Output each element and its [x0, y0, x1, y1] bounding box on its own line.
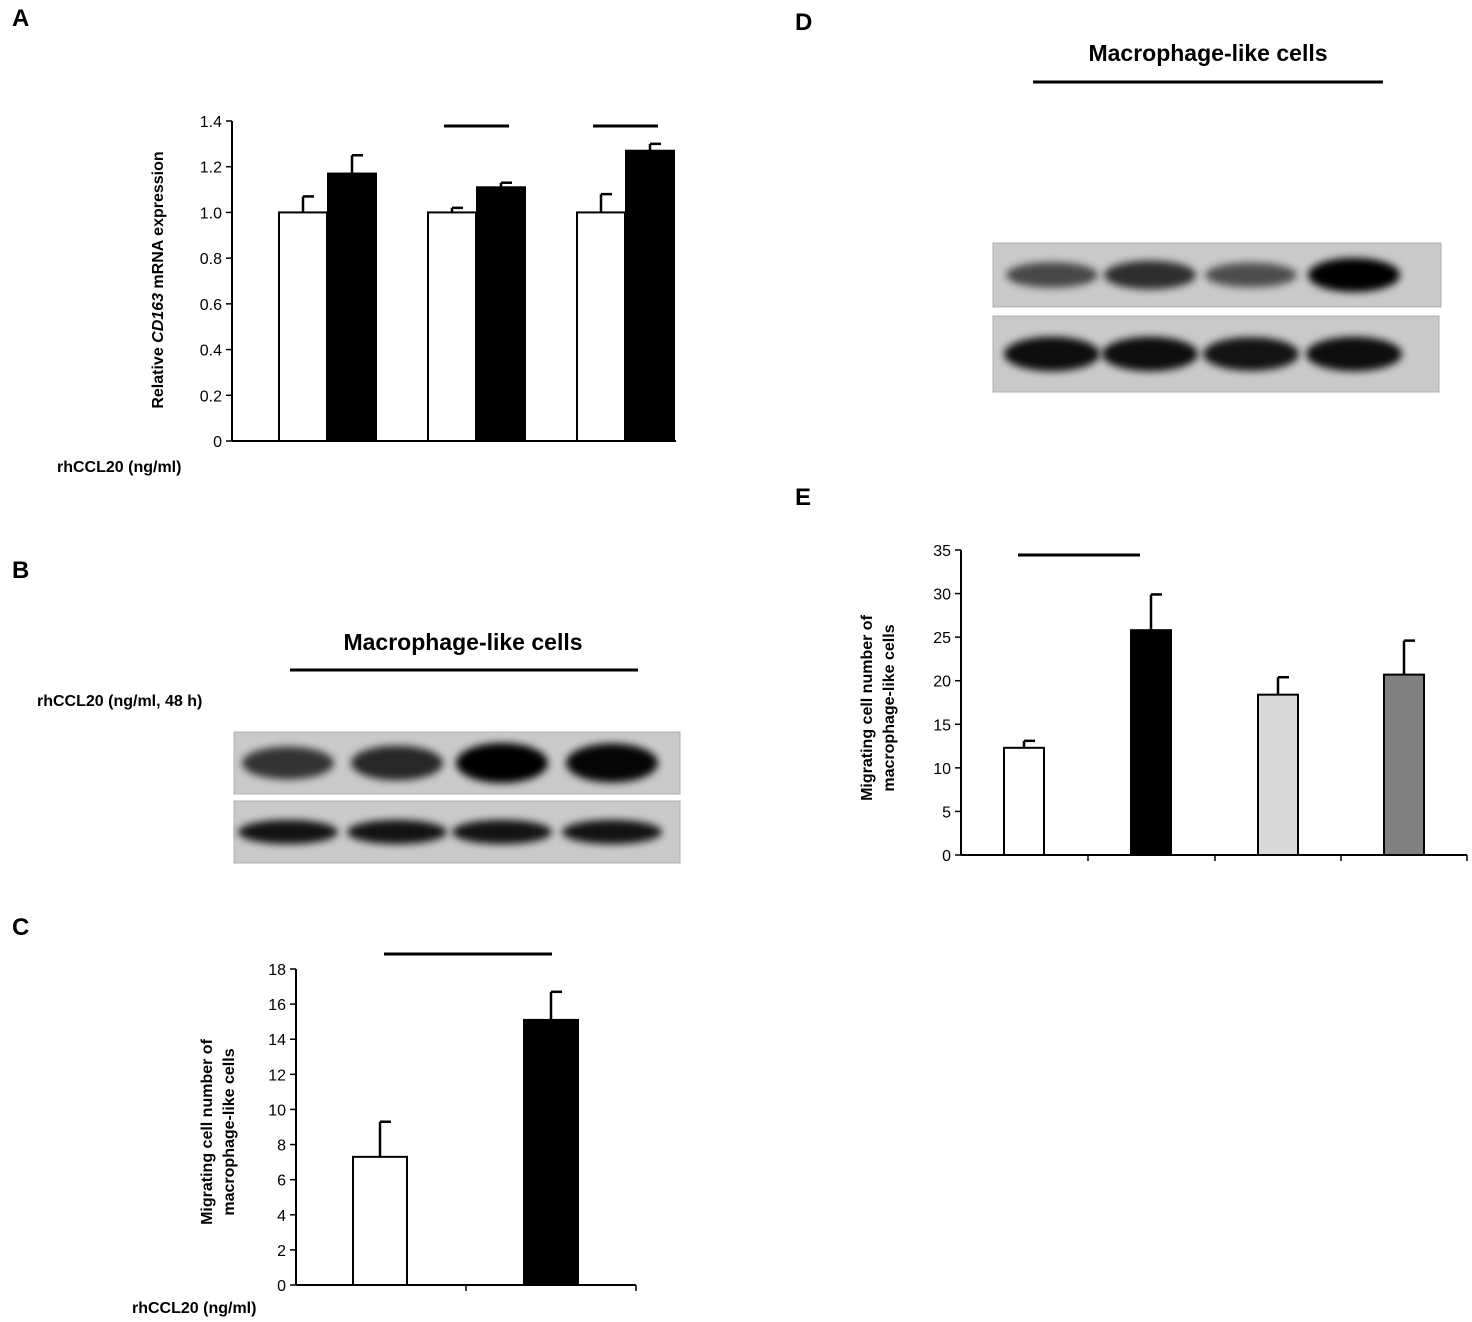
panel-b-band	[347, 819, 447, 845]
panel-a-bar	[625, 149, 675, 442]
panel-a-chart: Relative CD163 mRNA expression rhCCL20 (…	[57, 114, 676, 476]
panel-e-bar	[1257, 693, 1299, 857]
panel-d-band	[1104, 260, 1196, 290]
panel-e-ytick-label: 20	[933, 674, 951, 691]
panel-d-band	[1102, 336, 1198, 372]
panel-c-ytick-label: 6	[277, 1173, 286, 1190]
panel-e-ytick-label: 5	[942, 804, 951, 821]
panel-d-band	[1205, 262, 1297, 288]
panel-d-band	[1306, 336, 1402, 372]
panel-b-condition-label: rhCCL20 (ng/ml, 48 h)	[37, 693, 202, 710]
panel-b-label: B	[12, 557, 29, 584]
panel-c-ytick-label: 2	[277, 1243, 286, 1260]
panel-a-ytick-label: 1.4	[200, 114, 222, 131]
panel-a-label: A	[12, 5, 29, 32]
panel-e-ytick-label: 15	[933, 717, 951, 734]
panel-c-ytick-label: 14	[268, 1032, 286, 1049]
panel-d-blot-title: Macrophage-like cells	[1088, 40, 1327, 66]
panel-c-xlabel: rhCCL20 (ng/ml)	[132, 1300, 256, 1317]
panel-a-bar	[476, 186, 526, 442]
panel-c-ytick-label: 12	[268, 1067, 286, 1084]
panel-c-chart: Migrating cell number of macrophage-like …	[132, 952, 637, 1317]
panel-b-band	[452, 819, 552, 845]
panel-a-ylabel: Relative CD163 mRNA expression	[150, 151, 167, 408]
panel-b-band	[566, 743, 658, 783]
panel-c-ylabel: Migrating cell number of macrophage-like …	[199, 1038, 238, 1224]
panel-c-ytick-label: 10	[268, 1102, 286, 1119]
panel-b-band	[456, 743, 548, 783]
panel-a-bar	[427, 211, 477, 442]
panel-a-ytick-label: 0.4	[200, 343, 222, 360]
panel-e-chart: Migrating cell number of macrophage-like …	[859, 543, 1468, 865]
panel-c-ytick-label: 4	[277, 1208, 286, 1225]
panel-e-bar	[1003, 746, 1045, 856]
panel-c-label: C	[12, 914, 29, 941]
panel-e-bar	[1130, 629, 1172, 857]
panel-a-ytick-label: 0.6	[200, 297, 222, 314]
panel-c-ytick-label: 0	[277, 1278, 286, 1295]
panel-e-ylabel: Migrating cell number of macrophage-like …	[859, 614, 898, 800]
panel-b-blot: Macrophage-like cells rhCCL20 (ng/ml, 48…	[37, 629, 681, 864]
panel-c-bar	[523, 1018, 579, 1287]
panel-a-ytick-label: 1.0	[200, 205, 222, 222]
panel-a-bar	[327, 172, 377, 442]
panel-d-blot: Macrophage-like cells	[992, 40, 1442, 393]
panel-d-label: D	[795, 9, 812, 36]
panel-e-bar	[1383, 673, 1425, 856]
panel-d-band	[1203, 337, 1299, 371]
panel-e-ytick-label: 25	[933, 630, 951, 647]
panel-a-xlabel: rhCCL20 (ng/ml)	[57, 459, 181, 476]
panel-b-band	[242, 746, 334, 780]
panel-d-band	[1308, 258, 1400, 292]
panel-c-ytick-label: 16	[268, 997, 286, 1014]
panel-b-band	[351, 745, 443, 781]
panel-d-band	[1006, 262, 1098, 288]
panel-e-ytick-label: 10	[933, 761, 951, 778]
panel-a-ytick-label: 0.2	[200, 388, 222, 405]
panel-a-bar	[278, 211, 328, 442]
panel-c-ytick-label: 18	[268, 962, 286, 979]
panel-c-bar	[352, 1155, 408, 1287]
panel-a-ytick-label: 0	[213, 434, 222, 451]
panel-b-band	[238, 819, 338, 845]
panel-e-ytick-label: 0	[942, 848, 951, 865]
panel-e-label: E	[795, 484, 811, 511]
panel-e-ytick-label: 35	[933, 543, 951, 560]
panel-b-blot-title: Macrophage-like cells	[343, 629, 582, 655]
panel-a-bar	[576, 211, 626, 442]
panel-c-ytick-label: 8	[277, 1138, 286, 1155]
panel-a-ytick-label: 1.2	[200, 160, 222, 177]
panel-e-ytick-label: 30	[933, 587, 951, 604]
panel-a-ytick-label: 0.8	[200, 251, 222, 268]
panel-d-band	[1004, 336, 1100, 372]
panel-b-band	[562, 819, 662, 845]
